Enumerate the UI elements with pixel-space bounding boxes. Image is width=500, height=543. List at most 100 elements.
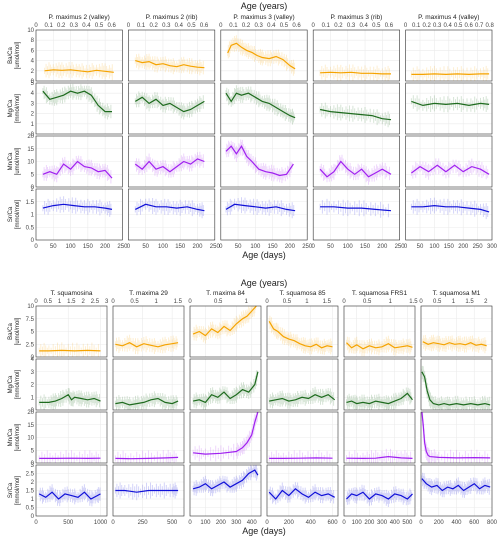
panel-frame	[420, 305, 493, 358]
top-tick-label: 1	[245, 299, 249, 305]
panel-background	[128, 83, 215, 134]
panel-mg-ca-t-squamosa-85	[266, 358, 339, 411]
panel-frame	[312, 82, 400, 135]
top-tick-label: 0	[219, 23, 223, 29]
panel-background	[128, 30, 215, 81]
row-unit-mn-ca: [umol/mol]	[15, 423, 21, 451]
panel-ba-ca-p-maximus-2-rib	[128, 29, 216, 82]
series-line-sr-ca-t-squamosa-m1	[421, 478, 491, 492]
y-tick-label: 3	[31, 463, 35, 469]
top-tick-label: 0.5	[433, 299, 442, 305]
panel-frame	[35, 305, 108, 358]
top-tick-label: 0.5	[363, 299, 372, 305]
y-tick-label: 8	[31, 38, 35, 44]
panel-mg-ca-t-squamosa-m1	[420, 358, 493, 411]
series-line-ba-ca-p-maximus-2-rib	[135, 60, 205, 69]
y-tick-label: 2	[31, 69, 35, 75]
top-tick-label: 0.6	[200, 23, 209, 29]
y-tick-label: 1.5	[26, 489, 35, 495]
series-line-mn-ca-p-maximus-3-rib	[319, 160, 392, 178]
top-tick-label: 0.2	[57, 23, 66, 29]
top-tick-label: 0.1	[137, 23, 146, 29]
top-tick-label: 0	[188, 299, 192, 305]
panel-frame	[405, 135, 493, 188]
panel-ba-ca-p-maximus-4-valley	[405, 29, 493, 82]
panel-frame	[266, 464, 339, 517]
panel-frame	[128, 188, 216, 241]
panel-mn-ca-t-squamosina	[35, 411, 108, 464]
bottom-axis-title-1: Age (days)	[242, 526, 286, 536]
panel-background	[313, 83, 400, 134]
top-tick-label: 0.3	[347, 23, 356, 29]
top-tick-label: 1.5	[465, 299, 474, 305]
panel-frame	[189, 464, 262, 517]
row-unit-ba-ca: [umol/mol]	[15, 41, 21, 69]
row-unit-sr-ca: [mmol/mol]	[15, 200, 21, 230]
bottom-tick-label: 200	[364, 520, 375, 526]
y-tick-label: 2	[31, 480, 35, 486]
panel-frame	[420, 358, 493, 411]
top-tick-label: 0.6	[385, 23, 394, 29]
top-tick-label: 0.5	[372, 23, 381, 29]
panel-background	[36, 30, 123, 81]
panel-frame	[35, 188, 123, 241]
row-unit-mn-ca: [umol/mol]	[15, 147, 21, 175]
panel-frame	[112, 305, 185, 358]
panel-frame	[405, 82, 493, 135]
bottom-tick-label: 250	[473, 244, 484, 250]
top-tick-label: 1.5	[323, 299, 332, 305]
panel-ba-ca-t-maxima-84	[189, 305, 262, 358]
panel-frame	[420, 464, 493, 517]
panel-frame	[189, 411, 262, 464]
bottom-tick-label: 500	[63, 520, 74, 526]
y-tick-label: 0	[31, 461, 35, 467]
series-line-ba-ca-p-maximus-3-rib	[320, 71, 391, 75]
series-line-mg-ca-t-squamosa-m1	[421, 371, 491, 406]
y-tick-label: 0.5	[26, 506, 35, 512]
series-line-mn-ca-t-maxima-84	[193, 411, 259, 455]
series-line-mg-ca-p-maximus-3-valley	[225, 92, 296, 119]
top-tick-label: 2.5	[91, 299, 100, 305]
panel-frame	[220, 29, 308, 82]
bottom-tick-label: 250	[395, 244, 406, 250]
y-tick-label: 0.5	[26, 225, 35, 231]
y-tick-label: 1	[31, 497, 35, 503]
top-tick-label: 1	[389, 299, 393, 305]
panel-frame	[312, 188, 400, 241]
panel-sr-ca-p-maximus-3-valley	[220, 188, 308, 241]
y-tick-label: 1	[31, 213, 35, 219]
bottom-tick-label: 100	[200, 520, 211, 526]
panel-frame	[312, 29, 400, 82]
bottom-tick-label: 150	[83, 244, 94, 250]
series-line-ba-ca-t-squamosina	[39, 349, 101, 352]
bottom-tick-label: 0	[34, 244, 38, 250]
top-tick-label: 0.3	[162, 23, 171, 29]
top-tick-label: 0.4	[175, 23, 184, 29]
series-line-mn-ca-t-maxima-29	[115, 456, 179, 460]
bottom-tick-label: 800	[487, 520, 498, 526]
strip-t-squamosina: T. squamosina	[51, 290, 93, 297]
top-tick-label: 1	[305, 299, 309, 305]
panel-frame	[112, 358, 185, 411]
y-tick-label: 5	[31, 172, 35, 178]
top-tick-label: 1	[155, 299, 159, 305]
bottom-tick-label: 200	[216, 520, 227, 526]
top-tick-label: 0	[312, 23, 316, 29]
top-tick-label: 1.5	[409, 299, 418, 305]
top-tick-label: 0.4	[443, 23, 452, 29]
series-line-mn-ca-t-squamosa-m1	[421, 411, 491, 459]
bottom-tick-label: 400	[451, 520, 462, 526]
panel-sr-ca-t-squamosa-85	[266, 464, 339, 517]
bottom-tick-label: 200	[458, 244, 469, 250]
bottom-tick-label: 600	[469, 520, 480, 526]
panel-mg-ca-t-squamosina	[35, 358, 108, 411]
top-tick-label: 0.2	[334, 23, 343, 29]
top-tick-label: 0.2	[149, 23, 158, 29]
series-line-sr-ca-p-maximus-2-rib	[135, 203, 205, 212]
bottom-tick-label: 50	[50, 244, 57, 250]
row-label-mg-ca: Mg/Ca	[8, 375, 14, 393]
panel-frame	[266, 411, 339, 464]
series-line-ba-ca-p-maximus-3-valley	[227, 42, 296, 70]
bottom-tick-label: 150	[175, 244, 186, 250]
